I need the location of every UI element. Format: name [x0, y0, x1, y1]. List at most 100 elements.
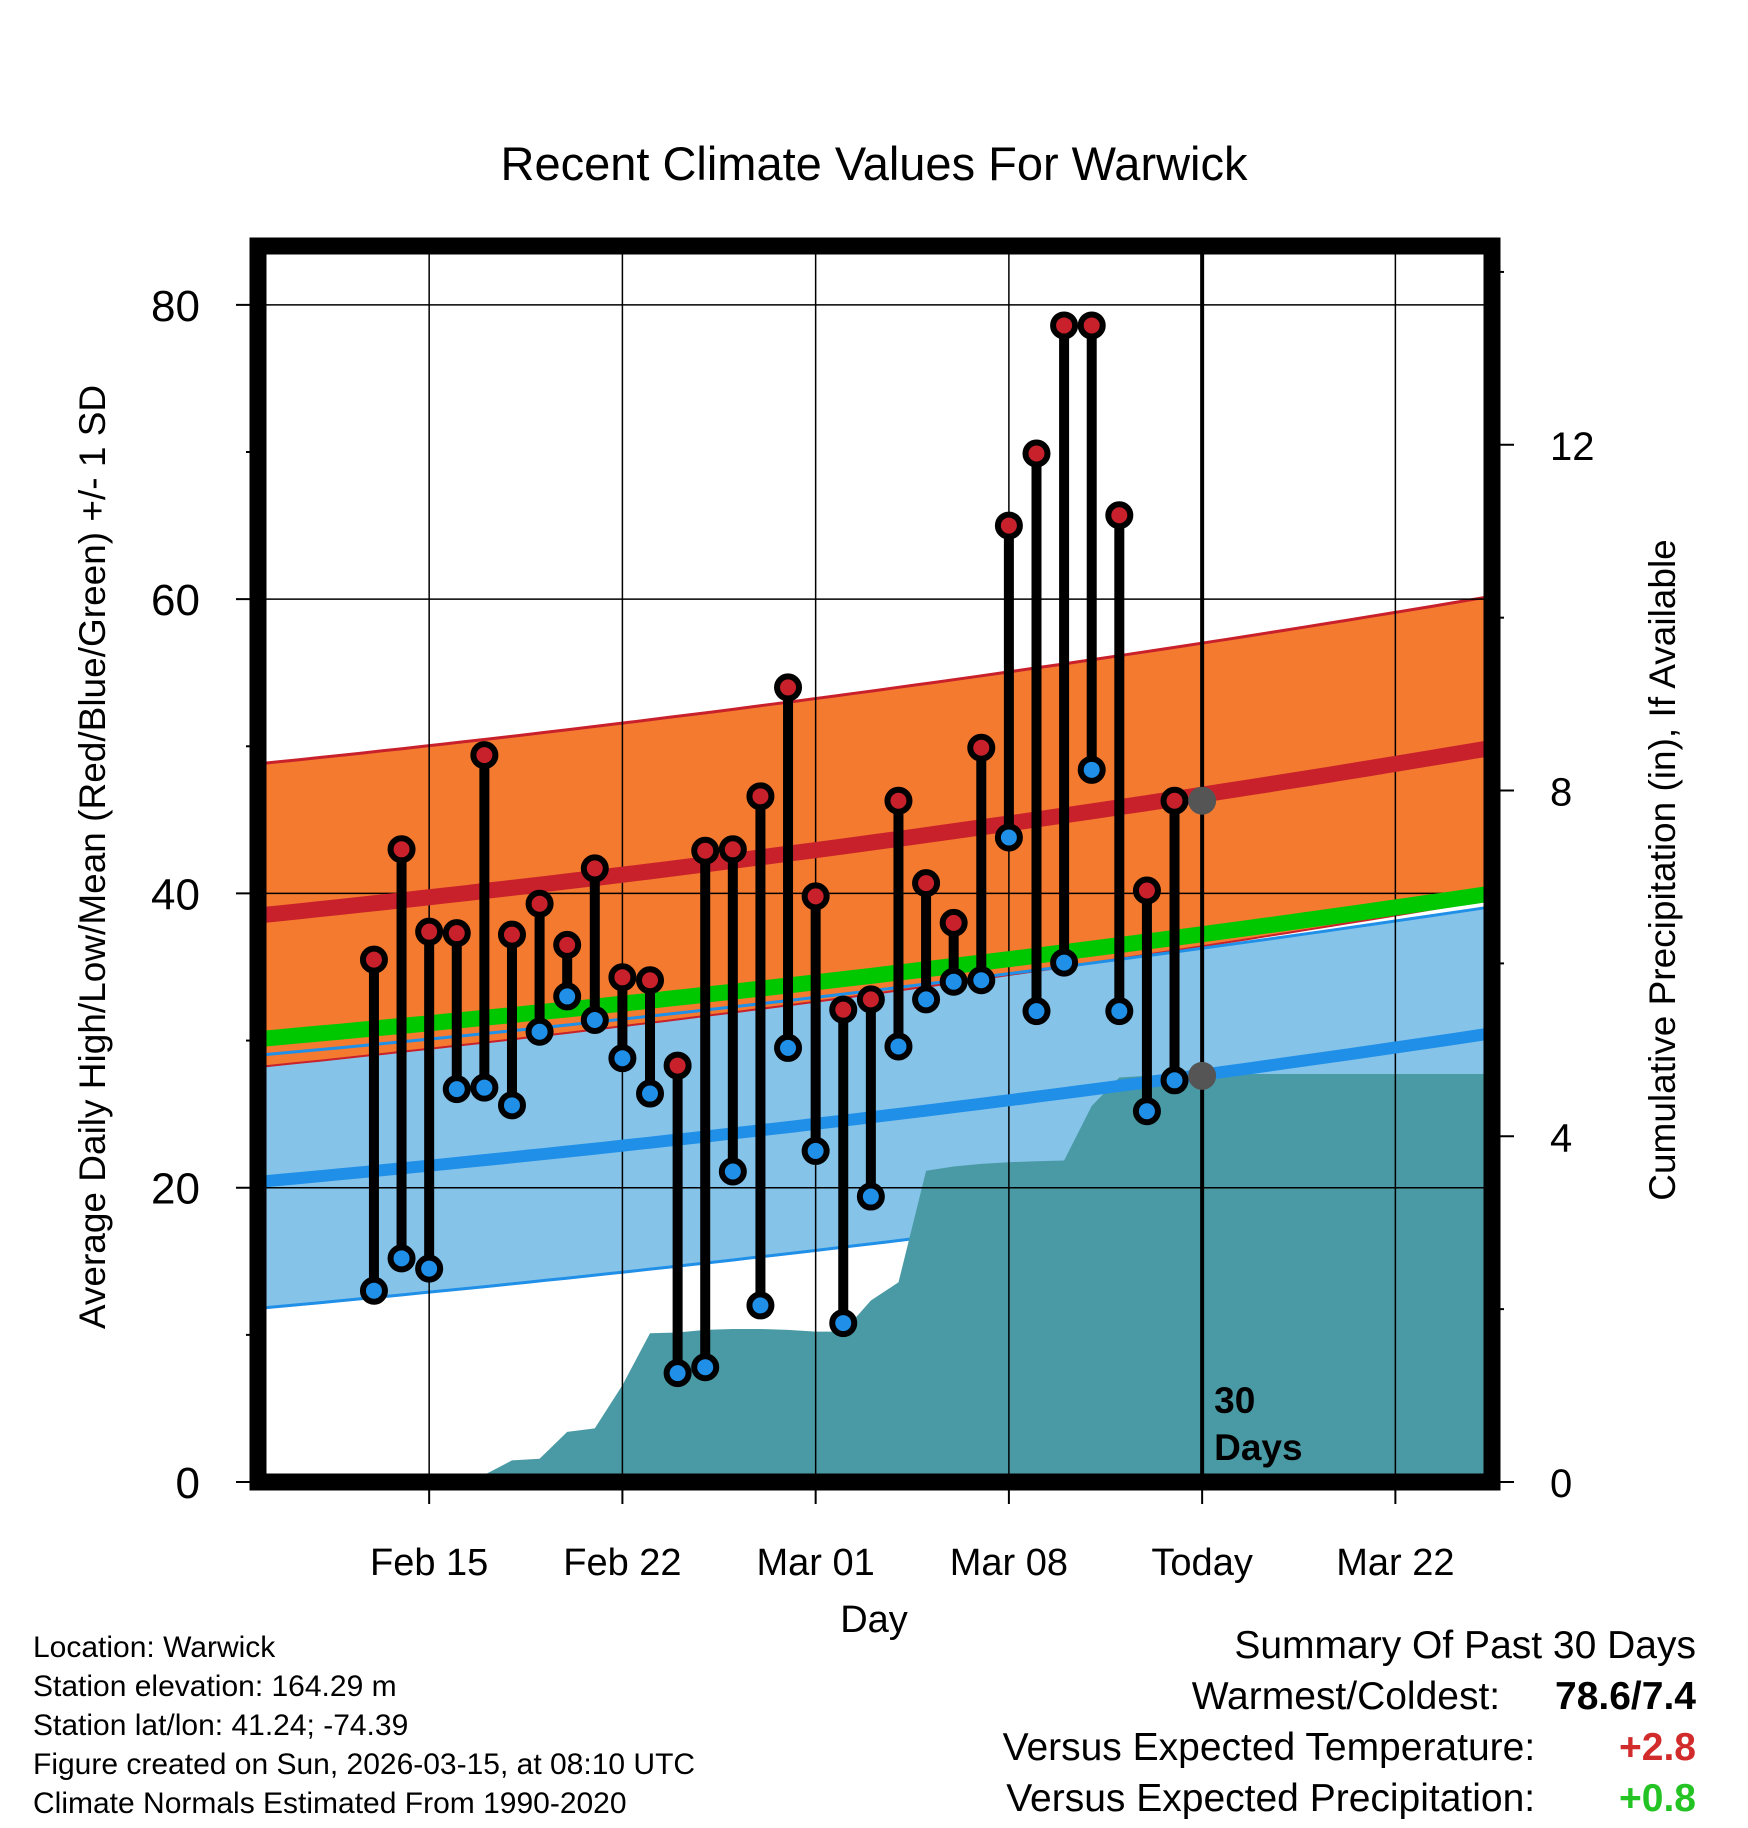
high-temp-point [856, 985, 885, 1014]
x-tick-label: Today [1151, 1542, 1252, 1584]
summary-warm-cold: Warmest/Coldest: 78.6/7.4 [1003, 1671, 1696, 1722]
high-temp-point [718, 835, 747, 864]
low-temp-point [884, 1032, 913, 1061]
location-text: Location: Warwick [33, 1631, 276, 1664]
low-temp-point [774, 1033, 803, 1062]
warm-cold-label: Warmest/Coldest: [1191, 1675, 1501, 1718]
station-info: Location: Warwick Station elevation: 164… [33, 1628, 695, 1823]
high-temp-point [387, 835, 416, 864]
high-temp-point [636, 966, 665, 995]
y2-axis-label: Cumulative Precipitation (in), If Availa… [1642, 539, 1683, 1201]
low-temp-point [1022, 997, 1051, 1026]
low-temp-point [553, 982, 582, 1011]
high-temp-point [746, 782, 775, 811]
high-temp-point [359, 945, 388, 974]
y-axis-label: Average Daily High/Low/Mean (Red/Blue/Gr… [72, 385, 113, 1329]
low-temp-point [387, 1244, 416, 1273]
low-temp-point [1132, 1097, 1161, 1126]
x-tick-label: Mar 01 [757, 1542, 875, 1584]
high-temp-point [497, 920, 526, 949]
low-temp-point [1050, 948, 1079, 977]
high-temp-point [774, 673, 803, 702]
chart-title: Recent Climate Values For Warwick [501, 137, 1248, 190]
low-temp-point [718, 1157, 747, 1186]
low-temp-point [994, 823, 1023, 852]
high-temp-point [1050, 311, 1079, 340]
high-temp-point [691, 836, 720, 865]
low-temp-point [636, 1079, 665, 1108]
y2-tick-label: 4 [1550, 1116, 1572, 1160]
high-avg-marker [1188, 786, 1217, 815]
high-temp-point [1077, 311, 1106, 340]
high-temp-point [829, 995, 858, 1024]
high-normal-line [257, 739, 1494, 924]
warm-cold-value: 78.6/7.4 [1555, 1675, 1696, 1718]
latlon-text: Station lat/lon: 41.24; -74.39 [33, 1709, 409, 1742]
high-temp-point [884, 786, 913, 815]
high-temp-point [967, 733, 996, 762]
summary-title: Summary Of Past 30 Days [1234, 1624, 1696, 1667]
low-temp-point [801, 1136, 830, 1165]
high-temp-point [553, 930, 582, 959]
low-temp-point [525, 1017, 554, 1046]
created-text: Figure created on Sun, 2026-03-15, at 08… [33, 1748, 696, 1781]
high-temp-point [994, 511, 1023, 540]
high-temp-point [912, 869, 941, 898]
y2-tick-label: 8 [1550, 771, 1572, 815]
low-avg-marker [1188, 1061, 1217, 1090]
high-temp-point [470, 741, 499, 770]
temp-label: Versus Expected Temperature: [1002, 1726, 1536, 1769]
low-temp-point [470, 1073, 499, 1102]
high-temp-point [525, 889, 554, 918]
low-temp-point [746, 1291, 775, 1320]
mean-normal-line [257, 885, 1494, 1048]
x-tick-label: Feb 15 [370, 1542, 488, 1584]
high-temp-point [663, 1051, 692, 1080]
precip-value: +0.8 [1619, 1777, 1696, 1820]
summary-temp: Versus Expected Temperature: +2.8 [1003, 1722, 1696, 1773]
normals-text: Climate Normals Estimated From 1990-2020 [33, 1787, 627, 1820]
low-temp-point [1105, 997, 1134, 1026]
y-tick-label: 40 [151, 870, 200, 919]
low-temp-point [939, 967, 968, 996]
summary-precip: Versus Expected Precipitation: +0.8 [1003, 1773, 1696, 1824]
y-tick-label: 80 [151, 282, 200, 331]
precip-area [258, 1074, 1492, 1482]
low-temp-point [829, 1309, 858, 1338]
elevation-text: Station elevation: 164.29 m [33, 1670, 397, 1703]
x-axis-label: Day [840, 1599, 908, 1641]
plot-area: 30 Days 0 20 40 60 80 0 4 8 12 Feb 15 Feb 22 Mar 01 Ma… [151, 237, 1595, 1584]
high-temp-point [1022, 439, 1051, 468]
y2-tick-label: 12 [1550, 425, 1595, 469]
low-temp-point [1077, 755, 1106, 784]
high-temp-point [442, 919, 471, 948]
low-temp-point [691, 1353, 720, 1382]
today-days-label: Days [1214, 1427, 1302, 1468]
low-temp-point [415, 1254, 444, 1283]
x-tick-label: Mar 08 [950, 1542, 1068, 1584]
high-temp-point [939, 908, 968, 937]
x-tick-label: Feb 22 [563, 1542, 681, 1584]
high-temp-point [415, 917, 444, 946]
plot-frame [249, 237, 1501, 1491]
low-temp-point [912, 985, 941, 1014]
temp-value: +2.8 [1619, 1726, 1696, 1769]
low-temp-point [856, 1182, 885, 1211]
low-temp-point [580, 1005, 609, 1034]
low-temp-point [608, 1044, 637, 1073]
high-temp-point [1160, 786, 1189, 815]
precip-label: Versus Expected Precipitation: [1006, 1777, 1536, 1820]
high-temp-point [580, 854, 609, 883]
y-tick-label: 20 [151, 1165, 200, 1214]
y2-tick-label: 0 [1550, 1462, 1572, 1506]
high-temp-point [608, 963, 637, 992]
high-upper-sd-line [257, 594, 1493, 766]
low-temp-point [967, 966, 996, 995]
y-tick-label: 0 [176, 1459, 200, 1508]
low-temp-point [442, 1075, 471, 1104]
low-temp-point [663, 1359, 692, 1388]
high-temp-point [1132, 876, 1161, 905]
x-tick-label: Mar 22 [1336, 1542, 1454, 1584]
y-tick-label: 60 [151, 576, 200, 625]
